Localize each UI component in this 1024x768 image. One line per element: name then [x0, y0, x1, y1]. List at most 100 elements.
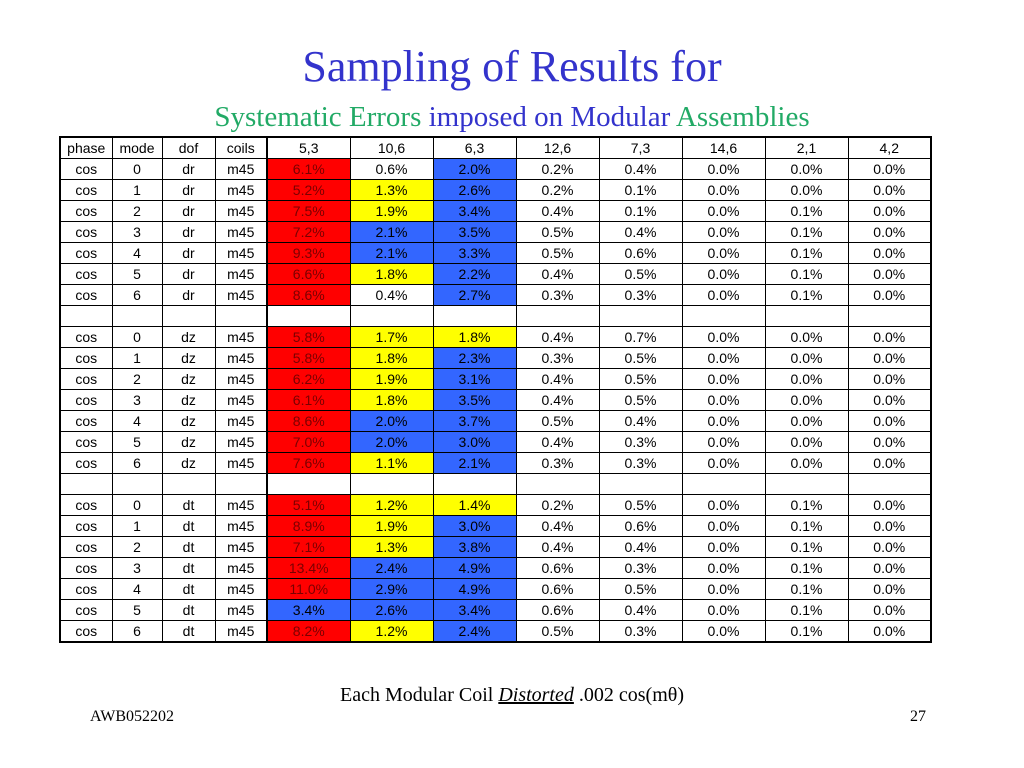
table-cell: dz: [161, 347, 216, 369]
table-cell: 0.0%: [681, 599, 766, 621]
table-cell: 0.0%: [847, 326, 932, 348]
table-cell: cos: [59, 620, 113, 643]
table-cell: 2.6%: [349, 599, 434, 621]
table-cell: 0.3%: [598, 452, 683, 474]
table-cell: m45: [214, 284, 268, 306]
table-cell: 2: [111, 536, 163, 558]
table-cell: 0.1%: [764, 284, 849, 306]
table-cell: 0: [111, 494, 163, 516]
table-cell: dt: [161, 599, 216, 621]
table-cell: m45: [214, 263, 268, 285]
table-cell: 6: [111, 284, 163, 306]
table-row: cos 0 dz m45 5.8% 1.7% 1.8% 0.4% 0.7% 0.0% 0.0% 0.0…: [59, 326, 932, 348]
table-cell: 0.0%: [847, 221, 932, 243]
table-cell: 0.4%: [515, 368, 600, 390]
slide-title: Sampling of Results for: [302, 42, 722, 91]
table-cell: 0.5%: [598, 347, 683, 369]
table-cell: 0.0%: [847, 494, 932, 516]
table-cell: 0.0%: [681, 536, 766, 558]
table-cell: [349, 473, 434, 495]
table-cell: 1.8%: [349, 263, 434, 285]
table-row: cos 2 dz m45 6.2% 1.9% 3.1% 0.4% 0.5% 0.0% 0.0% 0.0…: [59, 368, 932, 390]
table-cell: m45: [214, 368, 268, 390]
table-cell: 8.9%: [266, 515, 351, 537]
table-cell: 0.0%: [847, 389, 932, 411]
table-cell: 0.0%: [681, 557, 766, 579]
table-cell: cos: [59, 179, 113, 201]
table-cell: dz: [161, 452, 216, 474]
table-cell: 4: [111, 242, 163, 264]
table-cell: [111, 473, 163, 495]
table-cell: 0.0%: [847, 557, 932, 579]
column-header: 6,3: [432, 136, 517, 159]
table-cell: 0.3%: [515, 452, 600, 474]
table-cell: m45: [214, 158, 268, 180]
footer-author-code: AWB052202: [90, 708, 175, 725]
table-cell: m45: [214, 494, 268, 516]
table-cell: 2.6%: [432, 179, 517, 201]
table-cell: dz: [161, 368, 216, 390]
table-cell: [266, 305, 351, 327]
table-cell: 8.6%: [266, 284, 351, 306]
table-cell: 2.3%: [432, 347, 517, 369]
table-cell: 2.4%: [349, 557, 434, 579]
table-cell: 0.0%: [847, 158, 932, 180]
table-cell: dz: [161, 326, 216, 348]
table-cell: 2: [111, 368, 163, 390]
table-cell: 0.0%: [681, 494, 766, 516]
table-cell: 0.5%: [598, 578, 683, 600]
table-cell: 2.0%: [432, 158, 517, 180]
table-cell: 0.1%: [598, 200, 683, 222]
table-cell: 8.6%: [266, 410, 351, 432]
table-cell: 0.4%: [349, 284, 434, 306]
table-cell: 0.4%: [598, 536, 683, 558]
table-cell: dt: [161, 515, 216, 537]
table-cell: m45: [214, 410, 268, 432]
table-cell: 0.0%: [764, 368, 849, 390]
table-cell: cos: [59, 431, 113, 453]
table-cell: 2.1%: [349, 221, 434, 243]
table-cell: 0.2%: [515, 494, 600, 516]
table-cell: 0.5%: [598, 263, 683, 285]
table-cell: dr: [161, 158, 216, 180]
table-cell: 5: [111, 431, 163, 453]
table-cell: 0.0%: [847, 242, 932, 264]
table-cell: 1.1%: [349, 452, 434, 474]
table-cell: 0.0%: [847, 452, 932, 474]
table-cell: 4.9%: [432, 578, 517, 600]
table-row: [59, 305, 932, 327]
table-cell: dt: [161, 536, 216, 558]
table-cell: dt: [161, 494, 216, 516]
table-cell: 1.3%: [349, 536, 434, 558]
table-cell: 0.5%: [515, 242, 600, 264]
column-header: 4,2: [847, 136, 932, 159]
table-cell: m45: [214, 557, 268, 579]
table-cell: [161, 473, 216, 495]
table-cell: 0.1%: [764, 620, 849, 643]
table-cell: 1.7%: [349, 326, 434, 348]
table-cell: 11.0%: [266, 578, 351, 600]
subtitle-imposed-on: imposed on Modular: [421, 101, 676, 133]
table-cell: 7.1%: [266, 536, 351, 558]
table-cell: 0.4%: [515, 389, 600, 411]
table-cell: 0.0%: [681, 389, 766, 411]
column-header: dof: [161, 136, 216, 159]
table-cell: 0.0%: [847, 347, 932, 369]
table-cell: 0.1%: [764, 515, 849, 537]
table-cell: 5: [111, 263, 163, 285]
table-cell: 0.0%: [847, 284, 932, 306]
table-cell: 2.1%: [432, 452, 517, 474]
table-cell: 0.0%: [681, 410, 766, 432]
table-cell: 0.4%: [515, 326, 600, 348]
table-cell: 3.1%: [432, 368, 517, 390]
table-cell: 2.9%: [349, 578, 434, 600]
column-header: 10,6: [349, 136, 434, 159]
table-row: cos 5 dt m45 3.4% 2.6% 3.4% 0.6% 0.4% 0.0% 0.1% 0.0…: [59, 599, 932, 621]
table-cell: 1.9%: [349, 200, 434, 222]
table-cell: 2: [111, 200, 163, 222]
table-cell: 5.8%: [266, 347, 351, 369]
table-cell: 0.1%: [764, 557, 849, 579]
table-row: [59, 473, 932, 495]
table-cell: 0.6%: [515, 578, 600, 600]
table-cell: 1.2%: [349, 494, 434, 516]
